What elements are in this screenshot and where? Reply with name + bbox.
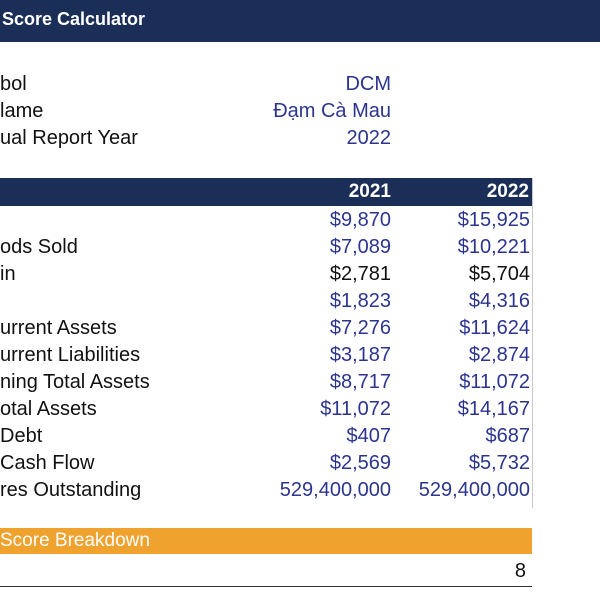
- title-bar: Score Calculator: [0, 0, 600, 42]
- cell-2022[interactable]: $4,316: [468, 290, 530, 312]
- row-label: urrent Assets: [0, 317, 117, 339]
- table-row[interactable]: Cash Flow $2,569 $5,732: [0, 452, 600, 478]
- cell-2021[interactable]: $11,072: [320, 398, 391, 420]
- table-row[interactable]: Debt $407 $687: [0, 425, 600, 451]
- cell-2021[interactable]: $7,089: [329, 236, 391, 258]
- score-breakdown-title: Score Breakdown: [0, 530, 150, 551]
- row-label: res Outstanding: [0, 479, 142, 501]
- table-row[interactable]: otal Assets $11,072 $14,167: [0, 398, 600, 424]
- score-value[interactable]: 8: [514, 560, 526, 582]
- info-value[interactable]: DCM: [345, 73, 391, 95]
- cell-2022[interactable]: $687: [485, 425, 531, 447]
- row-label: Debt: [0, 425, 43, 447]
- cell-2022[interactable]: $11,072: [459, 371, 530, 393]
- info-row-report-year[interactable]: ual Report Year 2022: [0, 127, 600, 153]
- info-label: lame: [0, 100, 44, 122]
- table-row[interactable]: urrent Liabilities $3,187 $2,874: [0, 344, 600, 370]
- table-row[interactable]: ods Sold $7,089 $10,221: [0, 236, 600, 262]
- info-value[interactable]: Đạm Cà Mau: [273, 100, 391, 122]
- header-year-2022: 2022: [486, 181, 529, 202]
- table-header: 2021 2022: [0, 178, 532, 206]
- row-label: otal Assets: [0, 398, 97, 420]
- cell-2021[interactable]: $407: [346, 425, 392, 447]
- cell-2022[interactable]: $11,624: [459, 317, 530, 339]
- cell-2021[interactable]: $2,569: [329, 452, 391, 474]
- cell-2022[interactable]: $2,874: [468, 344, 530, 366]
- cell-2021[interactable]: $8,717: [329, 371, 391, 393]
- cell-2022[interactable]: $10,221: [457, 236, 530, 258]
- row-label: ning Total Assets: [0, 371, 150, 393]
- score-total-row[interactable]: 8: [0, 558, 532, 587]
- cell-2021[interactable]: $2,781: [329, 263, 391, 285]
- cell-2021[interactable]: $7,276: [329, 317, 391, 339]
- cell-2021[interactable]: 529,400,000: [279, 479, 391, 501]
- cell-2022[interactable]: $5,732: [468, 452, 530, 474]
- row-label: urrent Liabilities: [0, 344, 141, 366]
- column-divider: [532, 178, 533, 508]
- info-value[interactable]: 2022: [346, 127, 392, 149]
- score-breakdown-header: Score Breakdown: [0, 528, 532, 554]
- info-row-symbol[interactable]: bol DCM: [0, 73, 600, 99]
- info-label: bol: [0, 73, 27, 95]
- table-row[interactable]: ning Total Assets $8,717 $11,072: [0, 371, 600, 397]
- info-label: ual Report Year: [0, 127, 138, 149]
- cell-2022[interactable]: 529,400,000: [418, 479, 530, 501]
- cell-2021[interactable]: $9,870: [329, 209, 391, 231]
- row-label: in: [0, 263, 16, 285]
- cell-2022[interactable]: $5,704: [468, 263, 530, 285]
- info-row-name[interactable]: lame Đạm Cà Mau: [0, 100, 600, 126]
- header-year-2021: 2021: [348, 181, 391, 202]
- cell-2021[interactable]: $3,187: [329, 344, 391, 366]
- cell-2022[interactable]: $15,925: [457, 209, 530, 231]
- sheet-title: Score Calculator: [2, 9, 146, 29]
- row-label: Cash Flow: [0, 452, 95, 474]
- cell-2021[interactable]: $1,823: [329, 290, 391, 312]
- row-label: ods Sold: [0, 236, 78, 258]
- table-row[interactable]: res Outstanding 529,400,000 529,400,000: [0, 479, 600, 505]
- table-row[interactable]: $1,823 $4,316: [0, 290, 600, 316]
- table-row[interactable]: urrent Assets $7,276 $11,624: [0, 317, 600, 343]
- cell-2022[interactable]: $14,167: [457, 398, 530, 420]
- table-row[interactable]: $9,870 $15,925: [0, 209, 600, 235]
- table-row[interactable]: in $2,781 $5,704: [0, 263, 600, 289]
